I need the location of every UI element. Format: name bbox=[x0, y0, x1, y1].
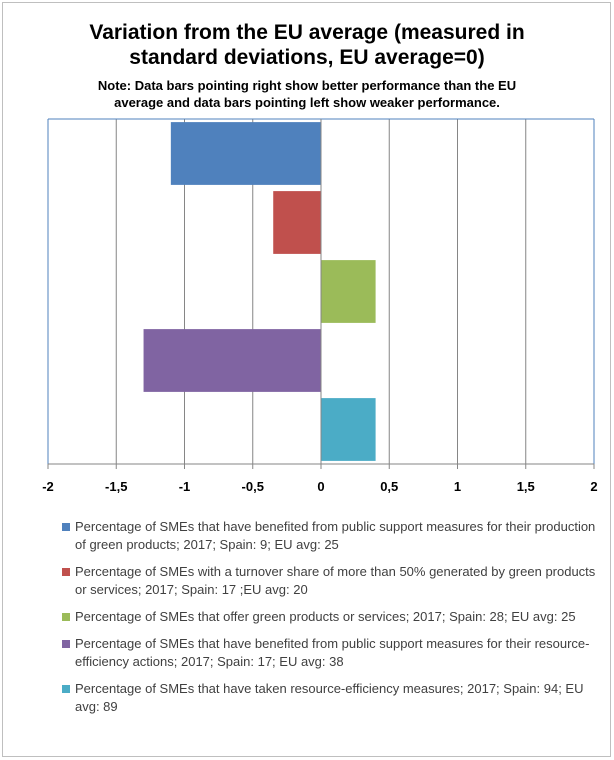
chart-title-line-2: standard deviations, EU average=0) bbox=[129, 46, 485, 69]
legend-label-3: Percentage of SMEs that offer green prod… bbox=[75, 609, 576, 624]
x-tick-label-7: 1,5 bbox=[517, 479, 535, 494]
legend-label-1: Percentage of SMEs that have benefited f… bbox=[75, 519, 596, 552]
legend-item-4: Percentage of SMEs that have benefited f… bbox=[62, 635, 602, 671]
legend-label-2: Percentage of SMEs with a turnover share… bbox=[75, 564, 596, 597]
x-tick-label-4: 0 bbox=[317, 479, 324, 494]
chart-note: Note: Data bars pointing right show bett… bbox=[0, 77, 614, 111]
legend-swatch-3 bbox=[62, 613, 70, 621]
bar-chart: -2 -1,5 -1 -0,5 0 0,5 1 1,5 2 bbox=[42, 118, 598, 494]
legend-label-4: Percentage of SMEs that have benefited f… bbox=[75, 636, 590, 669]
x-tick-label-1: -1,5 bbox=[105, 479, 127, 494]
chart-title-line-1: Variation from the EU average (measured … bbox=[89, 21, 525, 44]
bar-3 bbox=[321, 260, 376, 323]
chart-note-line-1: Note: Data bars pointing right show bett… bbox=[97, 78, 517, 93]
legend-item-5: Percentage of SMEs that have taken resou… bbox=[62, 680, 602, 716]
legend-swatch-5 bbox=[62, 685, 70, 693]
legend-swatch-1 bbox=[62, 523, 70, 531]
legend-swatch-2 bbox=[62, 568, 70, 576]
x-tick-label-2: -1 bbox=[179, 479, 191, 494]
x-tick-label-5: 0,5 bbox=[380, 479, 398, 494]
chart-legend: Percentage of SMEs that have benefited f… bbox=[62, 518, 602, 725]
x-tick-label-3: -0,5 bbox=[242, 479, 264, 494]
bar-5 bbox=[321, 398, 376, 461]
chart-note-line-2: average and data bars pointing left show… bbox=[114, 95, 500, 110]
chart-title: Variation from the EU average (measured … bbox=[0, 20, 614, 70]
x-tick-label-0: -2 bbox=[42, 479, 54, 494]
x-tick-label-6: 1 bbox=[454, 479, 461, 494]
x-tick-label-8: 2 bbox=[590, 479, 597, 494]
legend-item-3: Percentage of SMEs that offer green prod… bbox=[62, 608, 602, 626]
bar-2 bbox=[273, 191, 321, 254]
legend-label-5: Percentage of SMEs that have taken resou… bbox=[75, 681, 584, 714]
legend-item-2: Percentage of SMEs with a turnover share… bbox=[62, 563, 602, 599]
legend-item-1: Percentage of SMEs that have benefited f… bbox=[62, 518, 602, 554]
bar-4 bbox=[143, 329, 321, 392]
legend-swatch-4 bbox=[62, 640, 70, 648]
bar-1 bbox=[170, 122, 321, 185]
